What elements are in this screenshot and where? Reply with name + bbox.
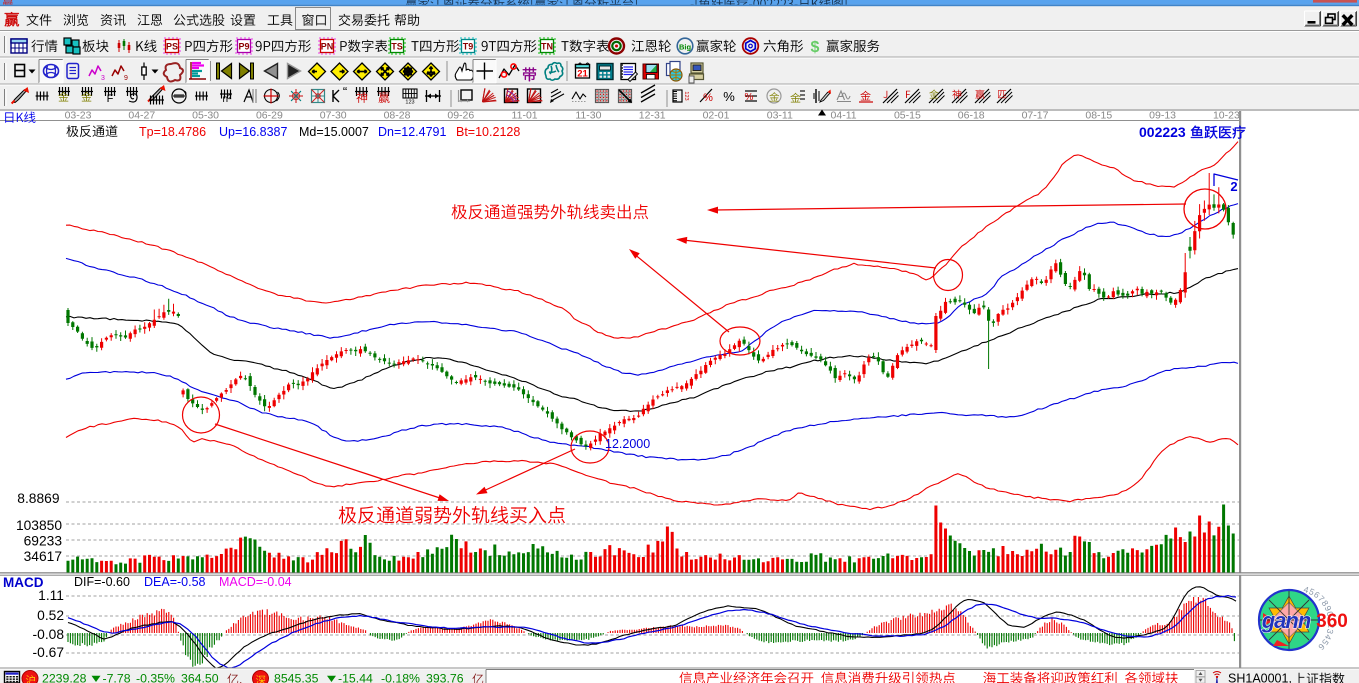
svg-text:SH1A0001,: SH1A0001, [1228, 672, 1292, 683]
svg-text:34617: 34617 [24, 549, 62, 564]
svg-text:21: 21 [577, 69, 588, 80]
svg-text:04-11: 04-11 [831, 110, 857, 122]
svg-text:%: % [723, 89, 735, 104]
svg-text:TN: TN [541, 42, 553, 52]
svg-text:Big: Big [679, 43, 692, 52]
svg-text:8545.35: 8545.35 [274, 672, 319, 683]
svg-text:“: “ [343, 84, 347, 99]
svg-text:103850: 103850 [16, 518, 62, 533]
svg-text:PN: PN [321, 42, 334, 52]
svg-text:gann: gann [1261, 608, 1311, 633]
svg-text:06-18: 06-18 [958, 110, 985, 122]
svg-text:1.11: 1.11 [38, 588, 64, 603]
svg-text:MACD=-0.04: MACD=-0.04 [219, 575, 292, 589]
svg-text:04-27: 04-27 [128, 110, 155, 122]
svg-text:3: 3 [101, 75, 105, 82]
svg-text:-0.67: -0.67 [33, 645, 64, 660]
svg-text:05-15: 05-15 [894, 110, 921, 122]
svg-text:2239.28: 2239.28 [42, 672, 87, 683]
svg-text:393.76: 393.76 [426, 672, 464, 683]
svg-text:%: % [703, 92, 713, 104]
svg-text:F: F [107, 93, 114, 105]
svg-text:364.50: 364.50 [181, 672, 219, 683]
svg-text:TS: TS [391, 42, 403, 52]
svg-text:03-23: 03-23 [65, 110, 92, 122]
svg-text:2: 2 [1230, 179, 1237, 194]
svg-text:P9: P9 [238, 42, 249, 52]
svg-text:07-17: 07-17 [1022, 110, 1049, 122]
svg-text:n²: n² [223, 94, 233, 105]
svg-text:09-26: 09-26 [447, 110, 474, 122]
svg-text:-0.35%: -0.35% [136, 672, 175, 683]
svg-text:09-13: 09-13 [1149, 110, 1176, 122]
svg-text:02-01: 02-01 [703, 110, 730, 122]
svg-text:11-30: 11-30 [575, 110, 601, 122]
svg-text:08-15: 08-15 [1085, 110, 1112, 122]
svg-text:%: % [745, 92, 754, 103]
svg-text:123: 123 [683, 91, 689, 100]
svg-text:8.8869: 8.8869 [17, 491, 60, 506]
svg-text:002223: 002223 [1139, 124, 1186, 140]
svg-text:-0.18%: -0.18% [381, 672, 420, 683]
svg-text:DEA=-0.58: DEA=-0.58 [144, 575, 206, 589]
svg-text:08-28: 08-28 [384, 110, 411, 122]
svg-text:MACD: MACD [3, 575, 44, 590]
svg-text:$: $ [811, 39, 820, 56]
svg-text:10-23: 10-23 [1213, 110, 1240, 122]
svg-text:-15.44: -15.44 [338, 672, 373, 683]
svg-text:123: 123 [405, 100, 414, 106]
svg-text:Up=16.8387: Up=16.8387 [219, 125, 288, 139]
svg-text:-7.78: -7.78 [103, 672, 131, 683]
svg-text:12-31: 12-31 [639, 110, 666, 122]
svg-text:PS: PS [166, 42, 178, 52]
svg-text:69233: 69233 [24, 534, 63, 549]
svg-text:07-30: 07-30 [320, 110, 347, 122]
svg-text:12.2000: 12.2000 [605, 437, 650, 451]
svg-text:Bt=10.2128: Bt=10.2128 [456, 125, 520, 139]
svg-text:03-11: 03-11 [767, 110, 793, 122]
svg-text:11-01: 11-01 [512, 110, 538, 122]
svg-text:05-30: 05-30 [192, 110, 219, 122]
svg-text:T9: T9 [463, 42, 474, 52]
svg-text:0.52: 0.52 [37, 608, 64, 623]
svg-text:-0.08: -0.08 [33, 627, 65, 642]
svg-text:Dn=12.4791: Dn=12.4791 [378, 125, 447, 139]
svg-text:DIF=-0.60: DIF=-0.60 [74, 575, 130, 589]
svg-text:9: 9 [124, 75, 128, 82]
svg-text:06-29: 06-29 [256, 110, 283, 122]
svg-text:360: 360 [1316, 611, 1348, 632]
svg-text:Md=15.0007: Md=15.0007 [299, 125, 369, 139]
svg-text:Tp=18.4786: Tp=18.4786 [139, 125, 206, 139]
